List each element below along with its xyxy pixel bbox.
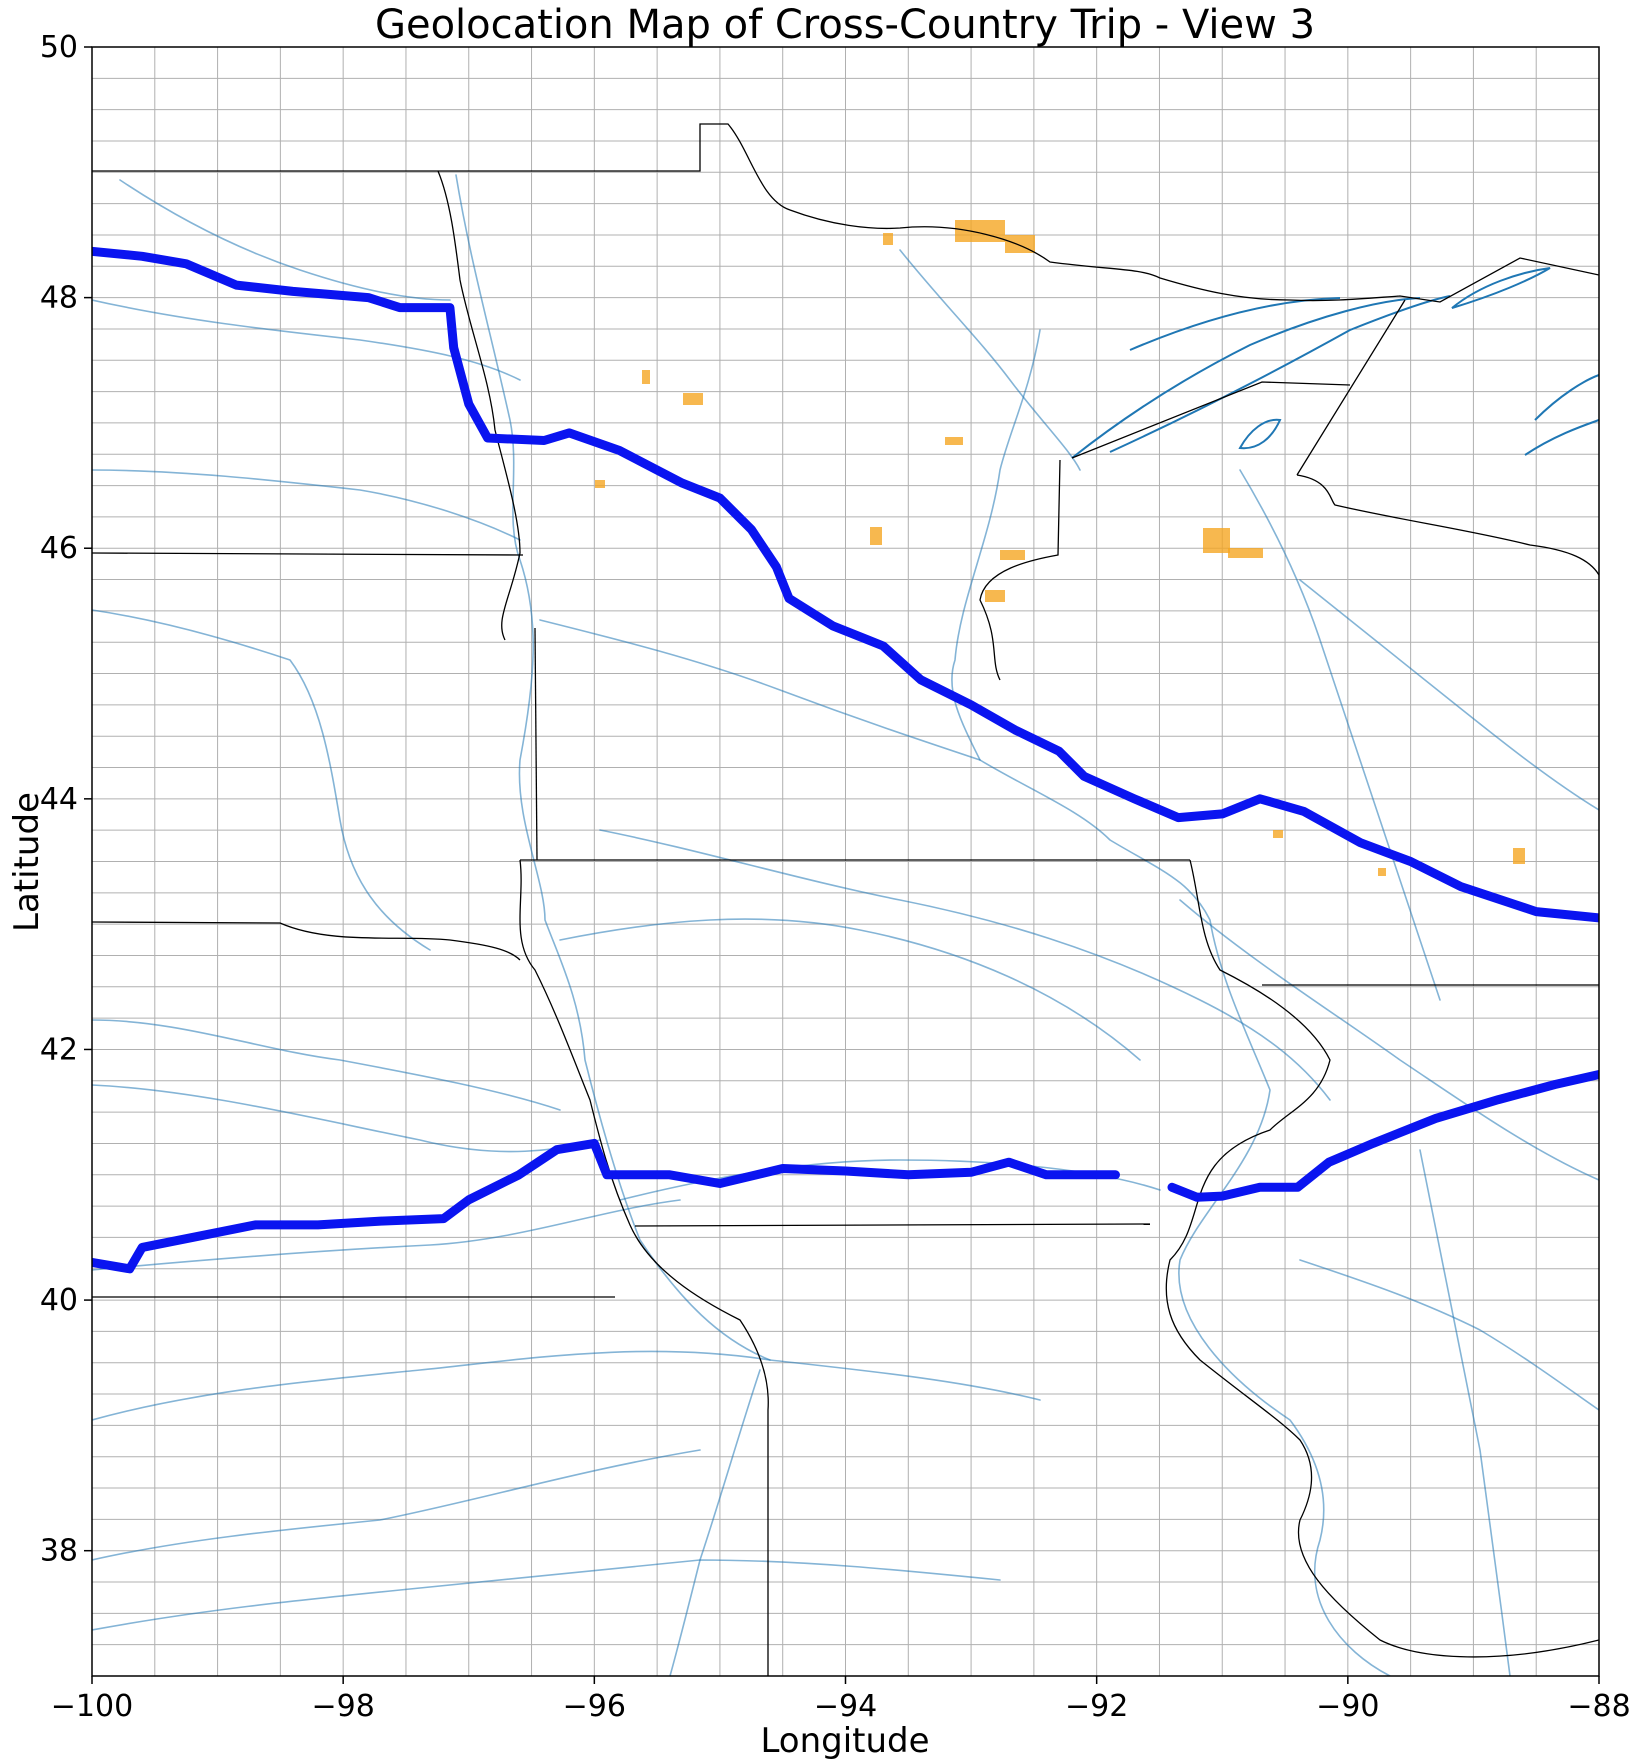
y-axis-ticks: 38 40 42 44 46 48 50 — [40, 30, 92, 1569]
river-6 — [559, 918, 1141, 1061]
border-sd-ne — [92, 921, 521, 961]
y-axis-label: Latitude — [7, 792, 47, 932]
park-area — [1000, 550, 1025, 560]
park-area — [1513, 848, 1525, 864]
border-sd-mn — [534, 627, 538, 861]
river-13 — [1299, 579, 1599, 811]
river-4 — [92, 1449, 701, 1561]
park-area — [883, 233, 893, 245]
lake-shore-2 — [1129, 297, 1341, 351]
state-and-national-borders — [92, 123, 1599, 1676]
grid — [92, 47, 1599, 1676]
river-17 — [899, 249, 1081, 471]
x-tick-label: −88 — [1567, 1689, 1630, 1724]
y-tick-label: 48 — [40, 281, 78, 316]
route-segment-north — [92, 246, 1599, 923]
trip-route — [92, 246, 1599, 1274]
park-area — [870, 527, 882, 545]
x-tick-label: −92 — [1065, 1689, 1128, 1724]
y-tick-label: 40 — [40, 1283, 78, 1318]
river-10 — [92, 469, 521, 541]
x-tick-label: −94 — [814, 1689, 877, 1724]
chart-title: Geolocation Map of Cross-Country Trip - … — [375, 2, 1315, 48]
park-area — [1378, 868, 1386, 876]
river-5 — [599, 829, 1331, 1101]
river-14 — [1179, 899, 1599, 1181]
river-platte — [92, 1084, 601, 1153]
river-15 — [1299, 1259, 1599, 1411]
border-red-river — [437, 170, 521, 641]
border-wi-mi — [1296, 474, 1599, 576]
plot-area — [92, 47, 1599, 1676]
lake-island — [1451, 267, 1551, 309]
river-19 — [1419, 1149, 1511, 1676]
x-axis-label: Longitude — [760, 1721, 929, 1760]
border-iowa-missouri — [634, 1223, 1151, 1227]
border-mississippi-east — [1165, 859, 1599, 1658]
x-axis-ticks: −100 −98 −96 −94 −92 −90 −88 — [51, 1676, 1631, 1724]
x-tick-label: −98 — [312, 1689, 375, 1724]
river-1 — [92, 1019, 561, 1111]
park-area — [595, 480, 605, 488]
park-area — [985, 590, 1005, 602]
border-st-croix — [979, 459, 1061, 681]
river-3 — [92, 1350, 1041, 1421]
y-tick-label: 38 — [40, 1534, 78, 1569]
us-canada-border — [92, 123, 1599, 303]
y-tick-label: 46 — [40, 531, 78, 566]
rivers — [92, 174, 1599, 1676]
y-tick-label: 42 — [40, 1032, 78, 1067]
river-12 — [1239, 469, 1441, 1001]
x-tick-label: −100 — [51, 1689, 133, 1724]
lake-michigan-shore — [1524, 374, 1599, 456]
park-area — [955, 220, 1005, 242]
route-segment-east — [1167, 1070, 1599, 1202]
river-missouri — [455, 174, 771, 1361]
x-tick-label: −96 — [563, 1689, 626, 1724]
river-11 — [92, 609, 431, 951]
park-area — [945, 437, 963, 445]
lake-superior-shore — [1071, 295, 1451, 459]
border-missouri-river — [519, 859, 769, 1411]
river-18 — [92, 1559, 1001, 1631]
x-tick-label: −90 — [1316, 1689, 1379, 1724]
river-20 — [119, 179, 451, 301]
border-lake-superior-1 — [1071, 299, 1406, 476]
great-lakes — [1071, 267, 1599, 459]
route-segment-central — [92, 1138, 1120, 1274]
y-tick-label: 44 — [40, 782, 78, 817]
park-area — [1228, 548, 1263, 558]
river-8 — [539, 619, 981, 761]
border-dakotas — [92, 552, 524, 556]
y-tick-label: 50 — [40, 30, 78, 65]
river-9 — [92, 299, 521, 381]
apostle-islands — [1238, 418, 1282, 450]
river-16 — [669, 1369, 761, 1676]
park-area — [642, 370, 650, 384]
park-area — [683, 393, 703, 405]
river-2 — [92, 1199, 681, 1271]
river-mississippi — [951, 329, 1391, 1676]
park-area — [1203, 528, 1230, 553]
park-area — [1273, 830, 1283, 838]
